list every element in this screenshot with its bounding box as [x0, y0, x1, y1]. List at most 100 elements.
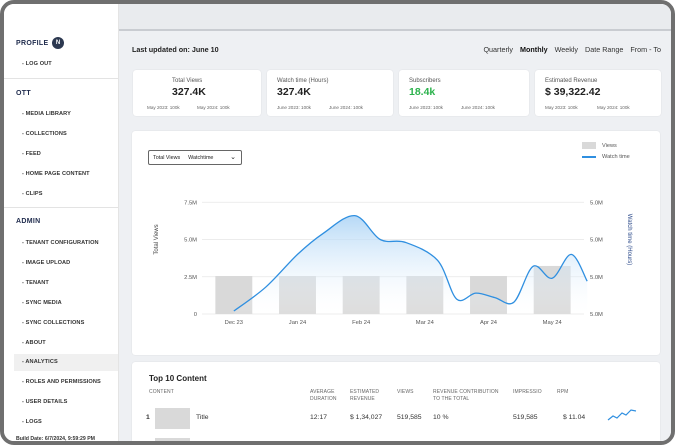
chart-svg: 0 5.0M 2.5M 5.0M 5.0M 5.0M 7.5M 5.0M Dec 23 Jan 2… — [154, 200, 632, 326]
watch-time-line — [233, 215, 588, 312]
y-tick-label-left: 2.5M — [184, 275, 197, 281]
sidebar-item-image-upload[interactable]: - IMAGE UPLOAD — [22, 260, 71, 266]
x-tick-label: Feb 24 — [352, 320, 371, 326]
avg-duration: 12:17 — [310, 414, 328, 421]
kpi-compare-2: May 2024: 100k — [197, 105, 230, 110]
profile-section-label: PROFILE — [16, 40, 49, 47]
kpi-compare-2: May 2024: 100k — [597, 105, 630, 110]
legend-views: Views — [602, 142, 617, 149]
col-rpm: RPM — [557, 389, 569, 395]
chart-legend: Views Watch time — [582, 142, 630, 165]
row-rank: 1 — [146, 414, 150, 421]
sidebar-item-media-library[interactable]: - MEDIA LIBRARY — [22, 111, 71, 117]
kpi-estimated-revenue: Estimated Revenue $ 39,322.42 May 2023: … — [535, 70, 661, 116]
est-revenue: $ 1,34,027 — [350, 414, 383, 421]
kpi-label: Estimated Revenue — [545, 78, 598, 84]
watch-time-area — [233, 215, 588, 314]
y-tick-label-right: 5.0M — [590, 312, 603, 318]
table-title: Top 10 Content — [149, 374, 207, 383]
content-title[interactable]: Title — [196, 414, 209, 421]
period-weekly[interactable]: Weekly — [554, 45, 579, 54]
y-tick-label-right: 5.0M — [590, 238, 603, 244]
impressions-count: 519,585 — [513, 414, 538, 421]
period-from-to[interactable]: From - To — [630, 45, 661, 54]
y-tick-label-left: 0 — [194, 312, 197, 318]
content-thumbnail[interactable] — [155, 438, 190, 441]
sidebar-item-sync-media[interactable]: - SYNC MEDIA — [22, 300, 62, 306]
y-axis-title-right: Watch time (Hours) — [626, 214, 632, 265]
period-quarterly[interactable]: Quarterly — [483, 45, 514, 54]
avatar[interactable]: N — [52, 37, 64, 49]
sidebar-item-collections[interactable]: - COLLECTIONS — [22, 131, 67, 137]
col-average-duration: AVERAGE DURATION — [310, 389, 337, 402]
period-selector: Quarterly Monthly Weekly Date Range From… — [483, 45, 661, 54]
x-tick-label: Apr 24 — [480, 320, 498, 326]
sidebar-item-roles-and-permissions[interactable]: - ROLES AND PERMISSIONS — [22, 379, 101, 385]
kpi-total-views: Total Views 327.4K May 2023: 100k May 20… — [133, 70, 261, 116]
col-content: CONTENT — [149, 389, 174, 395]
kpi-value: 327.4K — [172, 86, 206, 98]
y-tick-label-right: 5.0M — [590, 275, 603, 281]
metric-select[interactable]: Total Views Watchtime ⌄ — [148, 150, 242, 165]
y-tick-label-left: 7.5M — [184, 200, 197, 206]
rpm-value: $ 11.04 — [563, 414, 586, 421]
revenue-contribution: 10 % — [433, 414, 449, 421]
metric-option-watchtime: Watchtime — [188, 155, 214, 161]
sidebar-item-about[interactable]: - ABOUT — [22, 340, 46, 346]
sidebar-item-tenant[interactable]: - TENANT — [22, 280, 49, 286]
x-tick-label: Jan 24 — [289, 320, 307, 326]
sparkline-icon — [607, 409, 637, 421]
kpi-value: 18.4k — [409, 86, 436, 98]
kpi-value: $ 39,322.42 — [545, 86, 601, 98]
period-date-range[interactable]: Date Range — [585, 45, 624, 54]
period-monthly[interactable]: Monthly — [520, 45, 548, 54]
kpi-compare-2: June 2024: 100k — [329, 105, 363, 110]
sidebar-divider — [4, 207, 118, 208]
kpi-compare-1: May 2023: 100k — [545, 105, 578, 110]
legend-watch-time: Watch time — [602, 154, 630, 160]
sidebar-item-logs[interactable]: - LOGS — [22, 419, 42, 425]
sidebar-item-tenant-configuration[interactable]: - TENANT CONFIGURATION — [22, 240, 99, 246]
chevron-down-icon: ⌄ — [230, 154, 236, 161]
col-impressions: IMPRESSIO — [513, 389, 542, 395]
sidebar-item-sync-collections[interactable]: - SYNC COLLECTIONS — [22, 320, 85, 326]
legend-line-swatch — [582, 156, 596, 158]
col-revenue-contribution: REVENUE CONTRIBUTION TO THE TOTAL — [433, 389, 499, 402]
kpi-compare-1: May 2023: 100k — [147, 105, 180, 110]
top-bar — [119, 4, 671, 31]
main-content: Last updated on: June 10 Quarterly Month… — [119, 4, 671, 441]
kpi-value: 327.4K — [277, 86, 311, 98]
sidebar-item-analytics[interactable]: - ANALYTICS — [14, 354, 118, 371]
metric-option-views: Total Views — [153, 155, 181, 161]
sidebar-item-logout[interactable]: - LOG OUT — [22, 61, 52, 67]
sidebar-divider — [4, 78, 118, 79]
kpi-label: Total Views — [172, 78, 203, 84]
x-tick-label: May 24 — [543, 320, 563, 326]
col-views: VIEWS — [397, 389, 414, 395]
kpi-label: Subscribers — [409, 78, 441, 84]
y-tick-label-right: 5.0M — [590, 200, 603, 206]
sidebar-item-user-details[interactable]: - USER DETAILS — [22, 399, 68, 405]
kpi-subscribers: Subscribers 18.4k June 2023: 100k June 2… — [399, 70, 529, 116]
y-axis-title-left: Total Views — [154, 224, 160, 254]
build-date: Build Date: 6/7/2024, 9:59:29 PM — [16, 436, 95, 442]
y-tick-label-left: 5.0M — [184, 238, 197, 244]
col-estimated-revenue: ESTIMATED REVENUE — [350, 389, 380, 402]
kpi-label: Watch time (Hours) — [277, 78, 329, 84]
top-content-table: Top 10 Content CONTENT AVERAGE DURATION … — [132, 362, 660, 441]
analytics-chart-card: Total Views Watchtime ⌄ Views Watch time — [132, 131, 660, 355]
sidebar-item-feed[interactable]: - FEED — [22, 151, 41, 157]
x-tick-label: Dec 23 — [225, 320, 243, 326]
content-thumbnail[interactable] — [155, 408, 190, 429]
views-count: 519,585 — [397, 414, 422, 421]
kpi-compare-2: June 2024: 100k — [461, 105, 495, 110]
sidebar: PROFILE N - LOG OUT OTT - MEDIA LIBRARY … — [4, 4, 119, 441]
ott-section-label: OTT — [16, 90, 31, 97]
kpi-watch-time: Watch time (Hours) 327.4K June 2023: 100… — [267, 70, 393, 116]
sidebar-item-home-page-content[interactable]: - HOME PAGE CONTENT — [22, 171, 90, 177]
admin-section-label: ADMIN — [16, 218, 41, 225]
legend-bar-swatch — [582, 142, 596, 149]
sidebar-item-clips[interactable]: - CLIPS — [22, 191, 43, 197]
last-updated: Last updated on: June 10 — [132, 45, 219, 54]
